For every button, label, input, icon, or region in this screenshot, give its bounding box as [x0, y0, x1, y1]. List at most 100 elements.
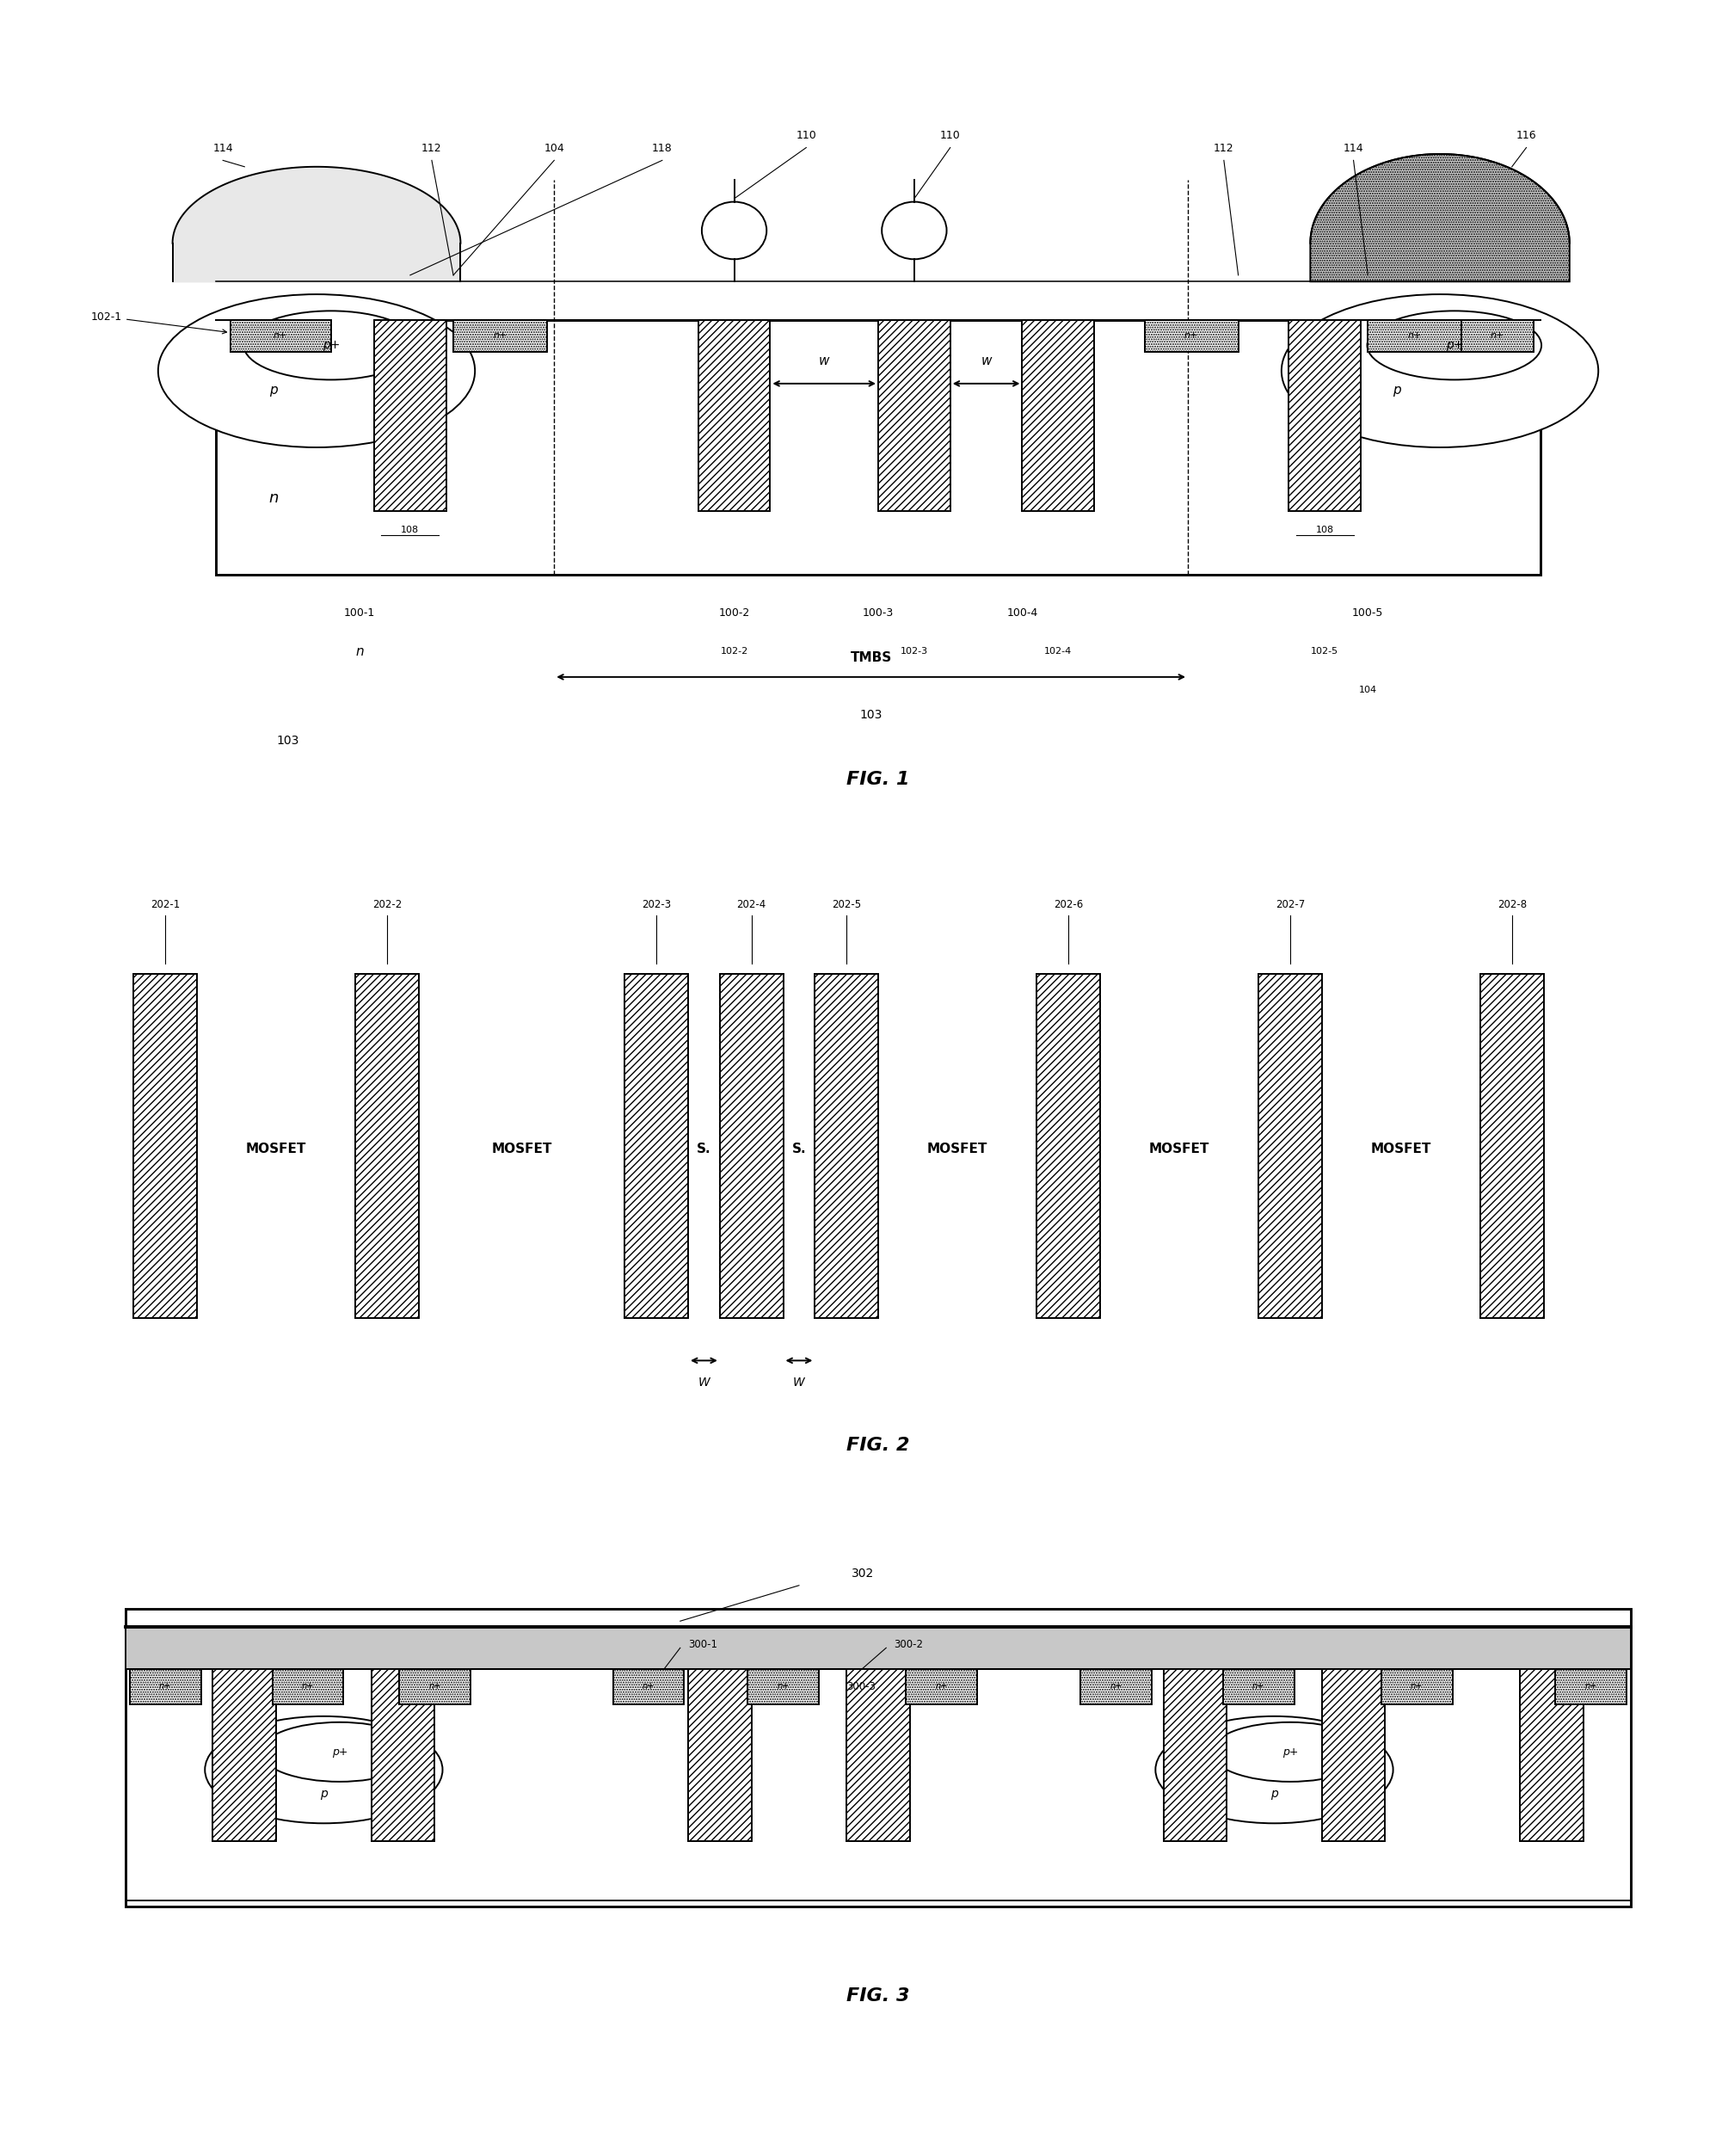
Ellipse shape: [260, 1723, 418, 1781]
Text: w: w: [820, 354, 830, 367]
Text: W: W: [794, 1376, 804, 1388]
Bar: [697, 319, 770, 511]
Text: w: w: [982, 354, 992, 367]
Text: 102-1: 102-1: [91, 310, 227, 334]
Bar: [1145, 319, 1238, 351]
Text: 100-5: 100-5: [1352, 608, 1383, 619]
Text: 116: 116: [1515, 129, 1536, 142]
Text: MOSFET: MOSFET: [491, 1143, 553, 1156]
Text: 100-2: 100-2: [718, 608, 749, 619]
Bar: [1288, 319, 1360, 511]
Text: 104: 104: [1359, 686, 1378, 694]
Bar: [878, 319, 951, 511]
Text: 102-2: 102-2: [720, 647, 747, 655]
Text: 300-3: 300-3: [847, 1682, 876, 1692]
Text: n+: n+: [158, 1682, 172, 1690]
Bar: [400, 1669, 470, 1705]
Text: FIG. 2: FIG. 2: [847, 1436, 909, 1453]
Bar: [126, 1608, 1631, 1906]
Text: n: n: [269, 492, 279, 507]
Text: 110: 110: [940, 129, 961, 142]
Text: p: p: [269, 384, 277, 397]
Text: 100-3: 100-3: [863, 608, 894, 619]
Bar: [231, 319, 331, 351]
Text: n+: n+: [1410, 1682, 1422, 1690]
Text: n+: n+: [642, 1682, 654, 1690]
Bar: [355, 975, 418, 1317]
Bar: [215, 319, 1541, 576]
Bar: [372, 1669, 434, 1841]
Bar: [214, 1669, 276, 1841]
Text: n+: n+: [1491, 332, 1505, 341]
Bar: [720, 975, 784, 1317]
Text: 108: 108: [1316, 526, 1335, 535]
Text: n+: n+: [492, 332, 508, 341]
Bar: [1462, 319, 1534, 351]
Text: S.: S.: [792, 1143, 806, 1156]
Bar: [1164, 1669, 1226, 1841]
Bar: [847, 1669, 909, 1841]
Bar: [747, 1669, 820, 1705]
Text: p: p: [320, 1787, 327, 1800]
Bar: [1259, 975, 1322, 1317]
Ellipse shape: [1211, 1723, 1369, 1781]
Bar: [1288, 319, 1360, 511]
Text: 110: 110: [796, 129, 816, 142]
Circle shape: [882, 203, 947, 259]
Bar: [453, 319, 548, 351]
Polygon shape: [1310, 153, 1569, 282]
Bar: [1481, 975, 1543, 1317]
Ellipse shape: [1367, 310, 1541, 379]
Bar: [1481, 975, 1543, 1317]
Bar: [1037, 975, 1100, 1317]
Bar: [625, 975, 689, 1317]
Text: n+: n+: [1252, 1682, 1264, 1690]
Bar: [1555, 1669, 1627, 1705]
Bar: [747, 1669, 820, 1705]
Text: p+: p+: [1283, 1746, 1298, 1757]
Bar: [1381, 1669, 1453, 1705]
Bar: [1462, 319, 1534, 351]
Text: MOSFET: MOSFET: [246, 1143, 307, 1156]
Text: 118: 118: [653, 142, 672, 153]
Bar: [372, 1669, 434, 1841]
Text: 100-1: 100-1: [344, 608, 375, 619]
Bar: [1223, 1669, 1295, 1705]
Bar: [374, 319, 446, 511]
Text: 102-4: 102-4: [1044, 647, 1073, 655]
Text: n+: n+: [1109, 1682, 1123, 1690]
Text: n+: n+: [935, 1682, 947, 1690]
Bar: [878, 319, 951, 511]
Text: 202-8: 202-8: [1496, 899, 1527, 910]
Text: n: n: [356, 645, 363, 658]
Ellipse shape: [1281, 295, 1598, 448]
Bar: [1381, 1669, 1453, 1705]
Text: S.: S.: [697, 1143, 711, 1156]
Bar: [1080, 1669, 1152, 1705]
Ellipse shape: [1155, 1716, 1393, 1824]
Bar: [906, 1669, 978, 1705]
Bar: [1521, 1669, 1583, 1841]
Text: 102-3: 102-3: [901, 647, 928, 655]
Bar: [231, 319, 331, 351]
Bar: [1080, 1669, 1152, 1705]
Bar: [1259, 975, 1322, 1317]
Text: p+: p+: [1445, 338, 1464, 351]
Text: TMBS: TMBS: [851, 651, 892, 664]
Text: 104: 104: [544, 142, 565, 153]
Bar: [214, 1669, 276, 1841]
Bar: [625, 975, 689, 1317]
Bar: [1037, 975, 1100, 1317]
Text: p+: p+: [332, 1746, 348, 1757]
Text: 300-1: 300-1: [689, 1639, 718, 1651]
Bar: [847, 1669, 909, 1841]
Ellipse shape: [245, 310, 418, 379]
Ellipse shape: [205, 1716, 443, 1824]
Text: 202-6: 202-6: [1054, 899, 1083, 910]
Bar: [1521, 1669, 1583, 1841]
Bar: [1322, 1669, 1384, 1841]
Bar: [906, 1669, 978, 1705]
Text: n+: n+: [429, 1682, 441, 1690]
Bar: [1367, 319, 1462, 351]
Text: 114: 114: [214, 142, 232, 153]
